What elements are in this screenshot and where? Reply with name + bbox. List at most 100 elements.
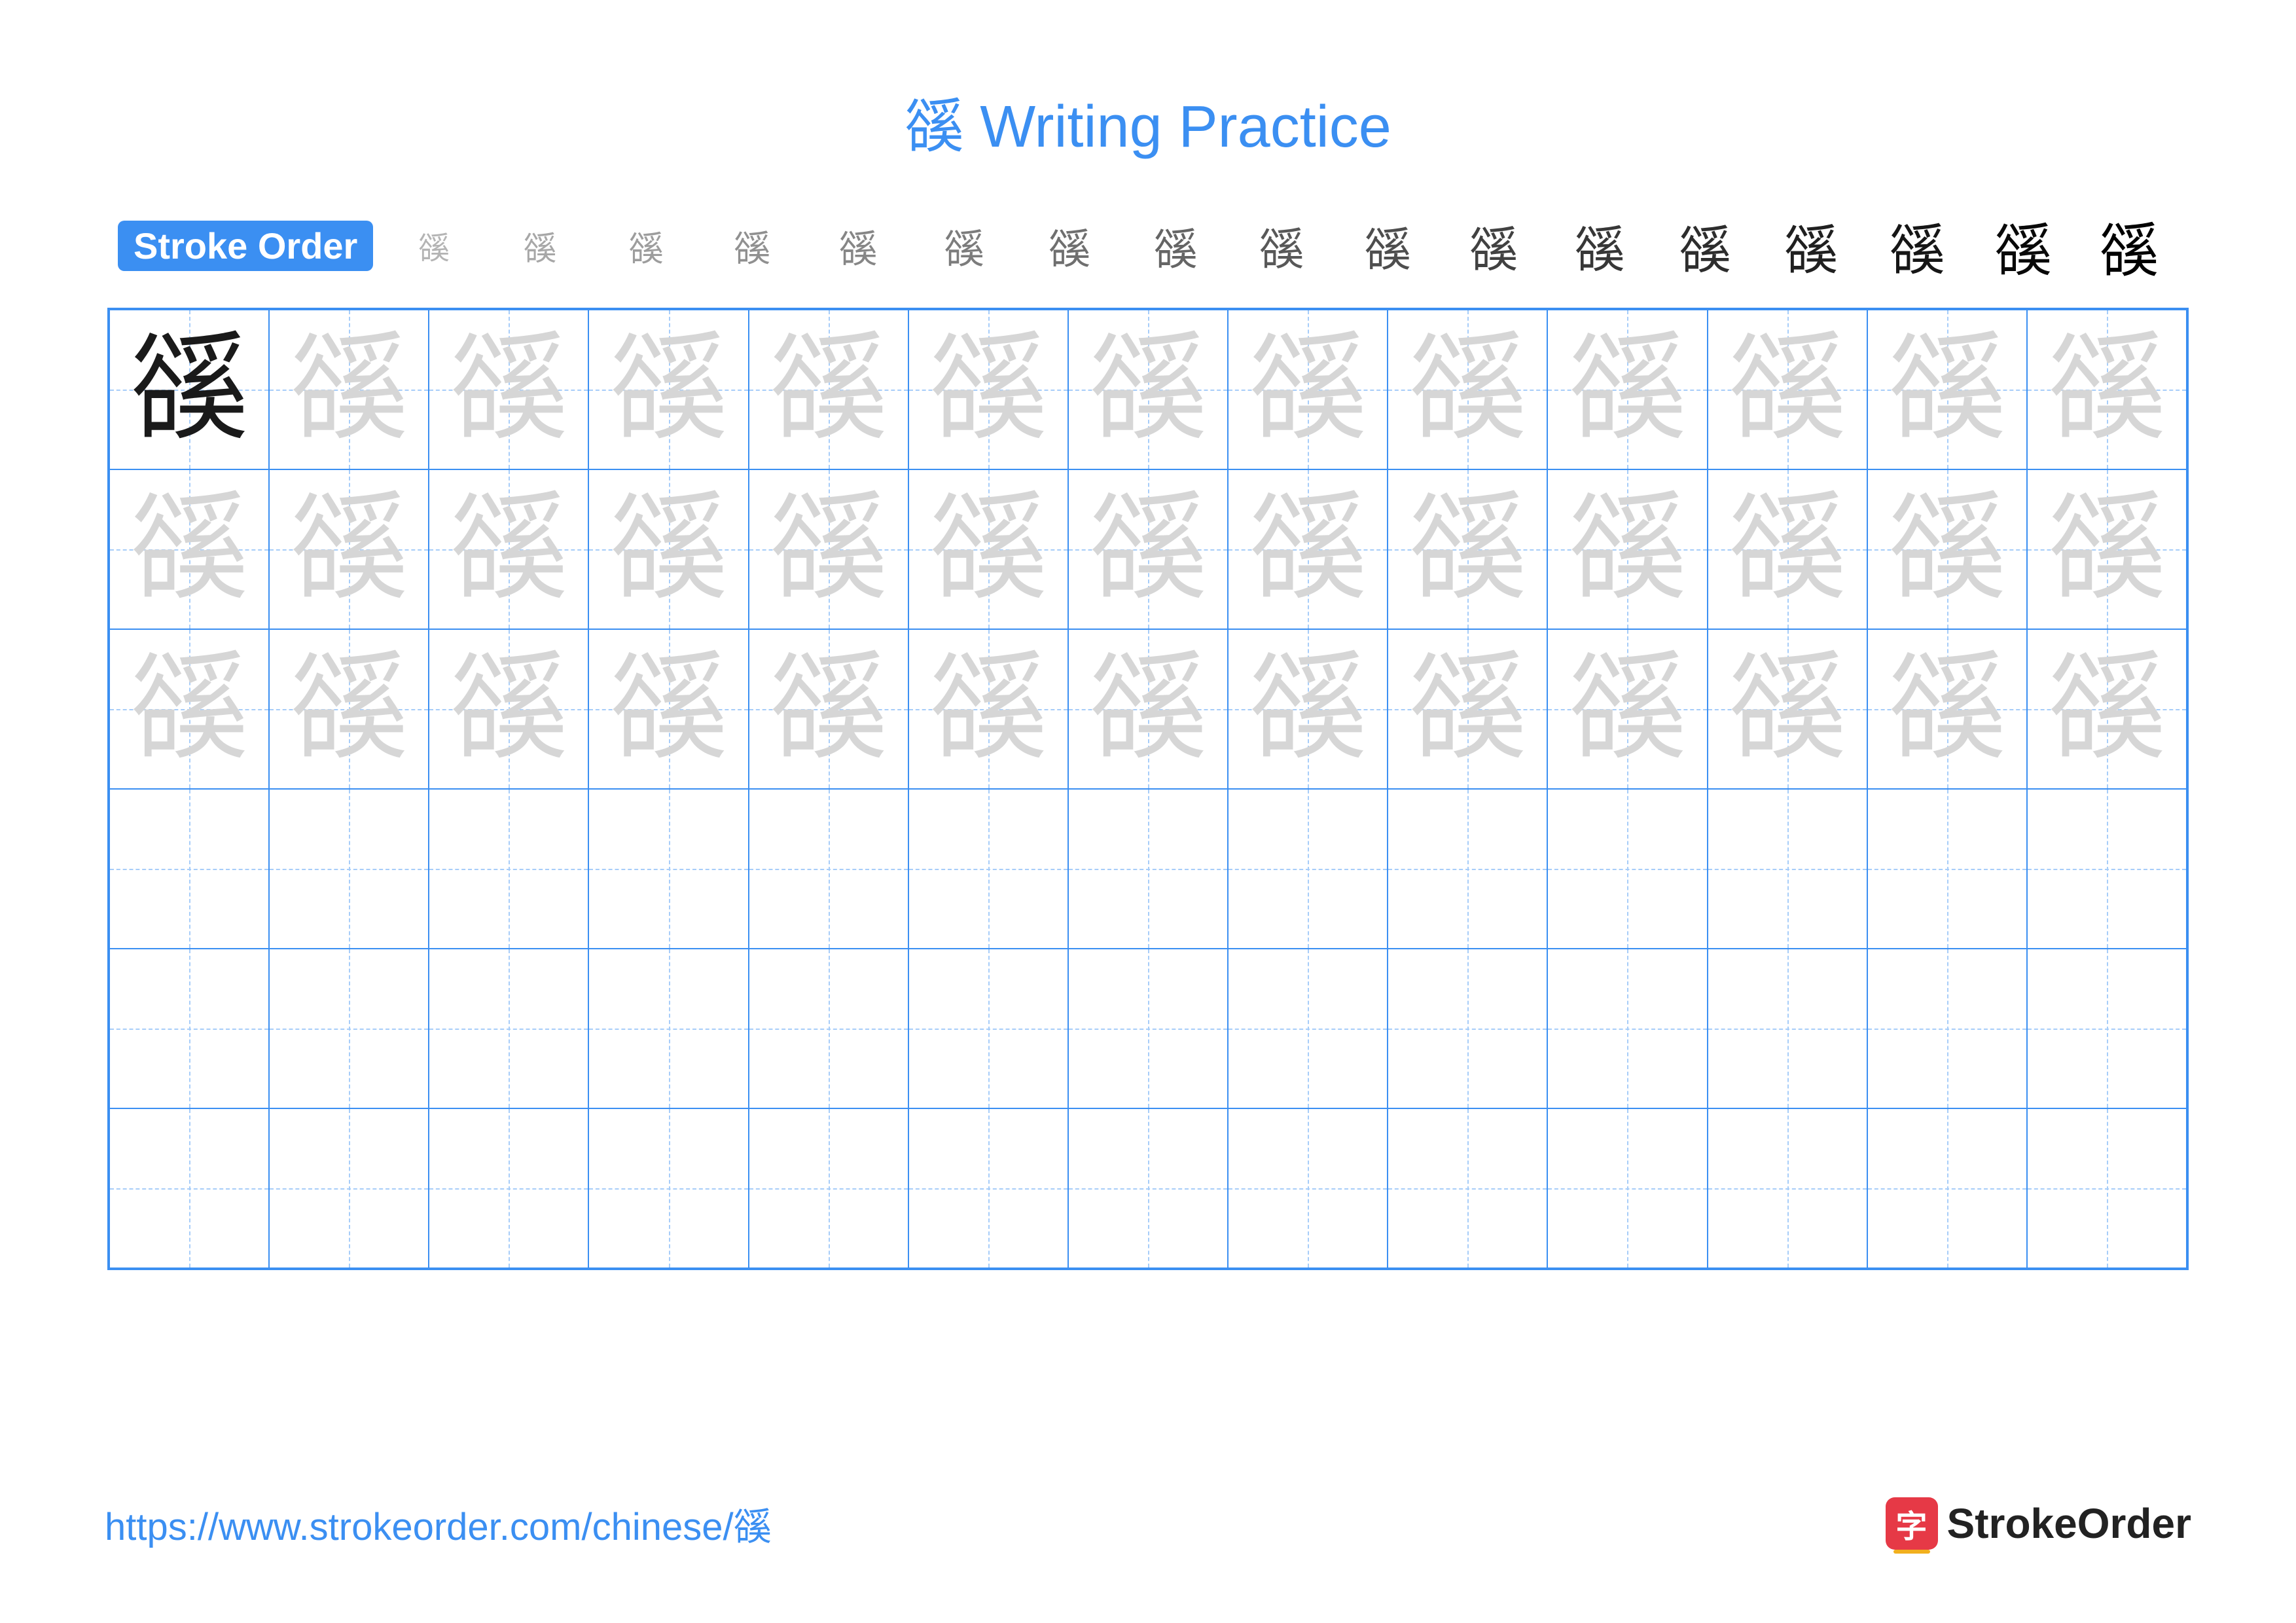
stroke-step: 豀 (1767, 213, 1856, 278)
grid-cell: 豀 (1547, 629, 1707, 789)
stroke-order-label: Stroke Order (118, 221, 373, 271)
trace-character: 豀 (770, 490, 888, 608)
grid-cell: 豀 (908, 310, 1068, 469)
grid-cell (1547, 789, 1707, 949)
stroke-step: 豀 (1453, 216, 1534, 275)
trace-character: 豀 (450, 490, 567, 608)
grid-cell (749, 1108, 908, 1268)
grid-cell: 豀 (2027, 629, 2187, 789)
trace-character: 豀 (1089, 650, 1207, 768)
trace-character: 豀 (290, 331, 408, 448)
trace-character: 豀 (610, 490, 728, 608)
stroke-step: 豀 (931, 221, 997, 270)
grid-cell (1068, 789, 1228, 949)
stroke-step: 豀 (1244, 218, 1319, 273)
grid-cell (908, 1108, 1068, 1268)
trace-character: 豀 (929, 490, 1047, 608)
trace-character: 豀 (1729, 650, 1846, 768)
grid-cell: 豀 (109, 310, 269, 469)
grid-cell (1228, 789, 1388, 949)
grid-cell: 豀 (429, 310, 588, 469)
grid-cell (109, 949, 269, 1108)
trace-character: 豀 (1408, 650, 1526, 768)
grid-cell (269, 949, 429, 1108)
grid-cell (588, 949, 748, 1108)
trace-character: 豀 (1249, 331, 1367, 448)
trace-character: 豀 (610, 650, 728, 768)
grid-cell: 豀 (1388, 469, 1547, 629)
grid-cell: 豀 (588, 469, 748, 629)
stroke-step: 豀 (826, 222, 890, 269)
trace-character: 豀 (929, 650, 1047, 768)
footer: https://www.strokeorder.com/chinese/豀 字 … (105, 1496, 2191, 1551)
grid-cell (109, 789, 269, 949)
grid-cell (269, 789, 429, 949)
trace-character: 豀 (1249, 490, 1367, 608)
trace-character: 豀 (450, 331, 567, 448)
grid-cell: 豀 (109, 629, 269, 789)
grid-cell: 豀 (1867, 469, 2027, 629)
grid-cell (908, 789, 1068, 949)
trace-character: 豀 (1568, 650, 1686, 768)
stroke-steps-container: 豀豀豀豀豀豀豀豀豀豀豀豀豀豀豀豀豀 (385, 210, 2178, 282)
stroke-step: 豀 (1139, 219, 1212, 272)
grid-cell (2027, 1108, 2187, 1268)
grid-cell: 豀 (749, 310, 908, 469)
grid-cell: 豀 (269, 469, 429, 629)
grid-cell (269, 1108, 429, 1268)
grid-cell: 豀 (1068, 310, 1228, 469)
trace-character: 豀 (770, 331, 888, 448)
grid-cell (1388, 949, 1547, 1108)
stroke-step: 豀 (1975, 211, 2071, 281)
grid-cell: 豀 (1228, 469, 1388, 629)
practice-grid: 豀豀豀豀豀豀豀豀豀豀豀豀豀豀豀豀豀豀豀豀豀豀豀豀豀豀豀豀豀豀豀豀豀豀豀豀豀豀豀 (107, 308, 2189, 1270)
trace-character: 豀 (1729, 490, 1846, 608)
grid-cell (749, 789, 908, 949)
grid-cell (749, 949, 908, 1108)
stroke-step: 豀 (617, 225, 675, 267)
grid-cell (429, 949, 588, 1108)
grid-cell: 豀 (908, 469, 1068, 629)
stroke-order-row: Stroke Order 豀豀豀豀豀豀豀豀豀豀豀豀豀豀豀豀豀 (105, 210, 2191, 282)
grid-cell (588, 1108, 748, 1268)
grid-cell: 豀 (2027, 310, 2187, 469)
stroke-step: 豀 (721, 223, 782, 268)
trace-character: 豀 (2048, 650, 2166, 768)
trace-character: 豀 (1888, 490, 2006, 608)
stroke-step: 豀 (1035, 220, 1105, 271)
stroke-step: 豀 (512, 225, 567, 266)
page-title: 豀 Writing Practice (105, 79, 2191, 164)
grid-cell: 豀 (1708, 310, 1867, 469)
grid-cell: 豀 (429, 629, 588, 789)
grid-cell: 豀 (269, 310, 429, 469)
grid-cell: 豀 (1547, 310, 1707, 469)
grid-cell (1547, 1108, 1707, 1268)
grid-cell: 豀 (2027, 469, 2187, 629)
grid-cell: 豀 (749, 629, 908, 789)
grid-cell: 豀 (1228, 310, 1388, 469)
grid-cell: 豀 (749, 469, 908, 629)
brand: 字 StrokeOrder (1886, 1497, 2191, 1550)
grid-cell: 豀 (429, 469, 588, 629)
grid-cell (1388, 1108, 1547, 1268)
grid-cell: 豀 (1228, 629, 1388, 789)
grid-cell (2027, 789, 2187, 949)
grid-cell (908, 949, 1068, 1108)
stroke-step: 豀 (2080, 210, 2178, 282)
grid-cell (2027, 949, 2187, 1108)
grid-cell (429, 1108, 588, 1268)
grid-cell (429, 789, 588, 949)
grid-cell: 豀 (1867, 310, 2027, 469)
grid-cell (1228, 949, 1388, 1108)
trace-character: 豀 (1408, 331, 1526, 448)
grid-cell (588, 789, 748, 949)
stroke-step: 豀 (408, 227, 461, 264)
trace-character: 豀 (1568, 331, 1686, 448)
grid-cell: 豀 (1547, 469, 1707, 629)
trace-character: 豀 (1729, 331, 1846, 448)
trace-character: 豀 (1568, 490, 1686, 608)
grid-cell (1068, 949, 1228, 1108)
grid-cell (1867, 1108, 2027, 1268)
trace-character: 豀 (2048, 490, 2166, 608)
grid-cell: 豀 (109, 469, 269, 629)
